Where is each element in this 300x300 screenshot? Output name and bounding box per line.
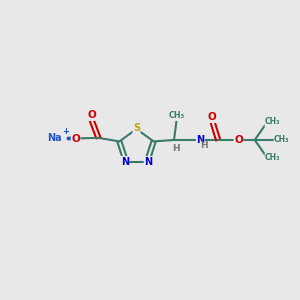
Text: N: N: [144, 157, 152, 166]
Text: O: O: [71, 134, 80, 144]
Text: CH₃: CH₃: [274, 135, 290, 144]
Text: H: H: [172, 144, 179, 153]
Text: +: +: [62, 127, 70, 136]
Text: N: N: [121, 157, 129, 166]
Text: CH₃: CH₃: [265, 153, 280, 162]
Text: CH₃: CH₃: [265, 117, 280, 126]
Text: N: N: [196, 135, 205, 145]
Text: O: O: [234, 135, 243, 145]
Text: S: S: [133, 123, 140, 133]
Text: O: O: [87, 110, 96, 120]
Text: O: O: [208, 112, 217, 122]
Text: H: H: [200, 141, 208, 150]
Text: Na: Na: [48, 134, 62, 143]
Text: CH₃: CH₃: [169, 111, 185, 120]
